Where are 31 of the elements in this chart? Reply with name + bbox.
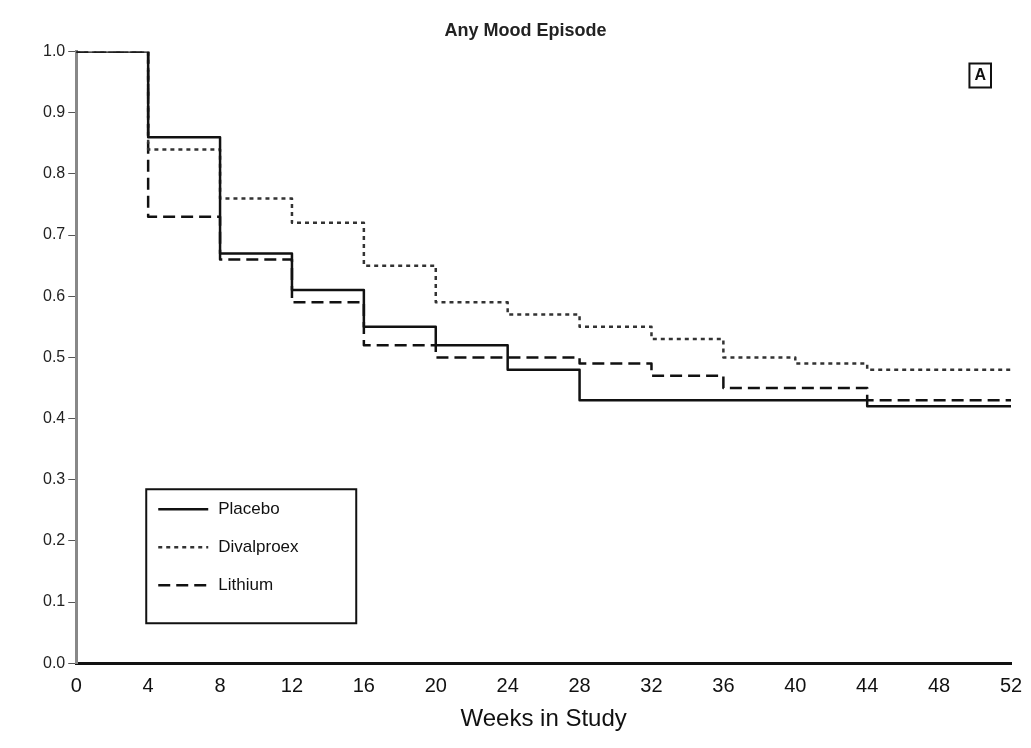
- x-tick-label: 32: [640, 673, 663, 696]
- x-tick-label: 48: [927, 673, 951, 696]
- legend-label: Placebo: [218, 498, 280, 518]
- x-axis-title: Weeks in Study: [460, 704, 627, 732]
- x-tick-label: 12: [280, 673, 304, 696]
- x-tick-label: 28: [568, 673, 591, 696]
- y-tick-label: 0.0: [42, 653, 66, 671]
- annotation: A: [974, 66, 987, 84]
- x-tick-label: 52: [999, 673, 1023, 696]
- y-tick-label: 0.4: [42, 408, 66, 426]
- y-tick-label: 0.6: [42, 286, 66, 304]
- y-tick-label: 0.5: [42, 347, 66, 365]
- legend-label: Lithium: [218, 574, 274, 594]
- y-tick-label: 0.8: [42, 164, 66, 182]
- y-tick-label: 0.3: [42, 470, 66, 488]
- x-tick-label: 24: [496, 673, 519, 696]
- x-tick-label: 8: [214, 673, 226, 696]
- y-tick-label: 0.1: [42, 592, 66, 610]
- x-tick-label: 44: [856, 673, 879, 696]
- y-tick-label: 1.0: [42, 42, 66, 60]
- x-tick-label: 16: [352, 673, 375, 696]
- y-tick-label: 0.9: [42, 103, 66, 121]
- x-tick-label: 20: [424, 673, 447, 696]
- x-tick-label: 40: [784, 673, 807, 696]
- x-tick-label: 36: [712, 673, 735, 696]
- y-tick-label: 0.2: [42, 531, 66, 549]
- legend-label: Divalproex: [218, 536, 300, 556]
- chart-title: Any Mood Episode: [444, 19, 607, 40]
- y-tick-label: 0.7: [42, 225, 66, 243]
- x-tick-label: 0: [70, 673, 82, 696]
- x-tick-label: 4: [142, 673, 154, 696]
